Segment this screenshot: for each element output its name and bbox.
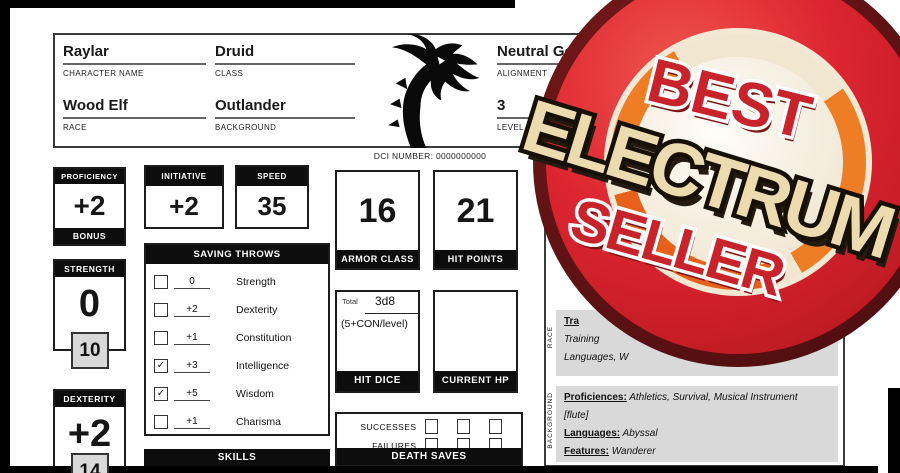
successes-label: SUCCESSES <box>360 421 417 432</box>
field-class: Druid CLASS <box>215 43 355 78</box>
character-name-label: CHARACTER NAME <box>63 69 144 78</box>
dexterity-box: DEXTERITY +2 <box>53 389 126 473</box>
race-value: Wood Elf <box>63 97 128 114</box>
saving-throw-row-dexterity: +2 Dexterity <box>146 296 328 324</box>
death-save-success-box[interactable] <box>489 419 502 434</box>
background-label: BACKGROUND <box>215 123 277 132</box>
background-line: [flute] <box>564 410 589 421</box>
saving-throw-mod: +3 <box>174 360 210 373</box>
field-character-name: Raylar CHARACTER NAME <box>63 43 206 78</box>
saving-throw-row-constitution: +1 Constitution <box>146 324 328 352</box>
hit-points-value: 21 <box>456 192 495 230</box>
proficiency-top-label: PROFICIENCY <box>55 169 124 184</box>
saving-throw-name: Wisdom <box>236 388 274 400</box>
race-trait-line: Languages, W <box>564 352 629 363</box>
background-side-label: BACKGROUND <box>547 392 554 449</box>
death-saves-title: DEATH SAVES <box>337 448 521 465</box>
failures-label: FAILURES <box>372 440 417 451</box>
saving-throw-row-charisma: +1 Charisma <box>146 408 328 436</box>
armor-class-label: ARMOR CLASS <box>337 250 418 268</box>
initiative-value: +2 <box>169 191 199 221</box>
strength-label: STRENGTH <box>55 261 124 277</box>
proficiency-box: PROFICIENCY +2 BONUS <box>53 167 126 246</box>
death-saves-successes-row: SUCCESSES <box>337 417 521 436</box>
frame-bar-bottom <box>0 466 878 473</box>
armor-class-value: 16 <box>358 192 397 230</box>
saving-throw-checkbox[interactable] <box>154 415 168 429</box>
current-hp-box[interactable]: CURRENT HP <box>433 290 518 393</box>
saving-throw-name: Constitution <box>236 332 292 344</box>
level-value: 3 <box>497 97 506 114</box>
class-label: CLASS <box>215 69 244 78</box>
armor-class-box: 16 ARMOR CLASS <box>335 170 420 270</box>
strength-score[interactable]: 10 <box>71 332 109 369</box>
race-trait-line: Training <box>564 334 600 345</box>
saving-throw-name: Strength <box>236 276 276 288</box>
death-save-success-box[interactable] <box>425 419 439 434</box>
frame-bar-top <box>0 0 515 8</box>
saving-throw-checkbox[interactable] <box>154 275 168 289</box>
background-line: Features: Wanderer <box>564 446 656 457</box>
dexterity-score[interactable]: 14 <box>71 453 109 473</box>
background-line: Languages: Abyssal <box>564 428 658 439</box>
class-value: Druid <box>215 43 255 60</box>
field-alignment: Neutral Go ALIGNMENT <box>497 43 609 78</box>
skills-title-bar: SKILLS <box>144 449 330 466</box>
frame-bar-right <box>888 388 900 473</box>
race-trait-line: Tra <box>564 316 580 327</box>
hit-dice-label: HIT DICE <box>337 371 418 391</box>
background-value: Outlander <box>215 97 286 114</box>
dragon-icon <box>388 34 480 148</box>
alignment-label: ALIGNMENT <box>497 69 548 78</box>
saving-throw-mod: 0 <box>174 276 210 289</box>
proficiency-bottom-label: BONUS <box>55 228 124 244</box>
death-saves-box: SUCCESSES FAILURES DEATH SAVES <box>335 412 523 467</box>
saving-throw-mod: +1 <box>174 416 210 429</box>
hit-dice-total-label: Total <box>342 297 358 306</box>
field-background: Outlander BACKGROUND <box>215 97 355 132</box>
saving-throw-row-strength: 0 Strength <box>146 268 328 296</box>
hit-dice-formula: (5+CON/level) <box>341 318 408 330</box>
strength-modifier: 0 <box>78 283 101 325</box>
saving-throw-name: Dexterity <box>236 304 278 316</box>
hit-dice-box: Total 3d8 (5+CON/level) HIT DICE <box>335 290 420 393</box>
initiative-box: INITIATIVE +2 <box>144 165 224 229</box>
dci-number: DCI NUMBER: 0000000000 <box>373 151 487 161</box>
saving-throw-mod: +2 <box>174 304 210 317</box>
character-name-value: Raylar <box>63 43 109 60</box>
saving-throw-mod: +1 <box>174 332 210 345</box>
background-line: Proficiences: Athletics, Survival, Music… <box>564 392 798 403</box>
saving-throws-title: SAVING THROWS <box>146 245 328 264</box>
hit-points-box: 21 HIT POINTS <box>433 170 518 270</box>
saving-throw-mod: +5 <box>174 388 210 401</box>
saving-throw-checkbox[interactable]: ✓ <box>154 387 168 401</box>
alignment-value: Neutral Go <box>497 43 574 60</box>
speed-label: SPEED <box>237 167 307 186</box>
dexterity-modifier: +2 <box>67 413 112 455</box>
proficiency-value: +2 <box>73 190 106 221</box>
saving-throw-checkbox[interactable] <box>154 331 168 345</box>
current-hp-label: CURRENT HP <box>435 371 516 391</box>
dexterity-label: DEXTERITY <box>55 391 124 407</box>
saving-throw-name: Intelligence <box>236 360 290 372</box>
frame-bar-left <box>0 0 10 473</box>
hit-points-label: HIT POINTS <box>435 250 516 268</box>
saving-throw-name: Charisma <box>236 416 281 428</box>
hit-dice-total-value[interactable]: 3d8 <box>375 294 396 308</box>
saving-throw-row-wisdom: ✓ +5 Wisdom <box>146 380 328 408</box>
level-label: LEVEL <box>497 123 524 132</box>
race-label: RACE <box>63 123 87 132</box>
saving-throw-checkbox[interactable] <box>154 303 168 317</box>
saving-throws-box: SAVING THROWS 0 Strength +2 Dexterity +1… <box>144 243 330 436</box>
field-race: Wood Elf RACE <box>63 97 206 132</box>
death-save-success-box[interactable] <box>457 419 471 434</box>
saving-throw-checkbox[interactable]: ✓ <box>154 359 168 373</box>
saving-throw-row-intelligence: ✓ +3 Intelligence <box>146 352 328 380</box>
background-panel: Proficiences: Athletics, Survival, Music… <box>556 386 838 462</box>
speed-box: SPEED 35 <box>235 165 309 229</box>
initiative-label: INITIATIVE <box>146 167 222 186</box>
speed-value: 35 <box>257 191 287 221</box>
